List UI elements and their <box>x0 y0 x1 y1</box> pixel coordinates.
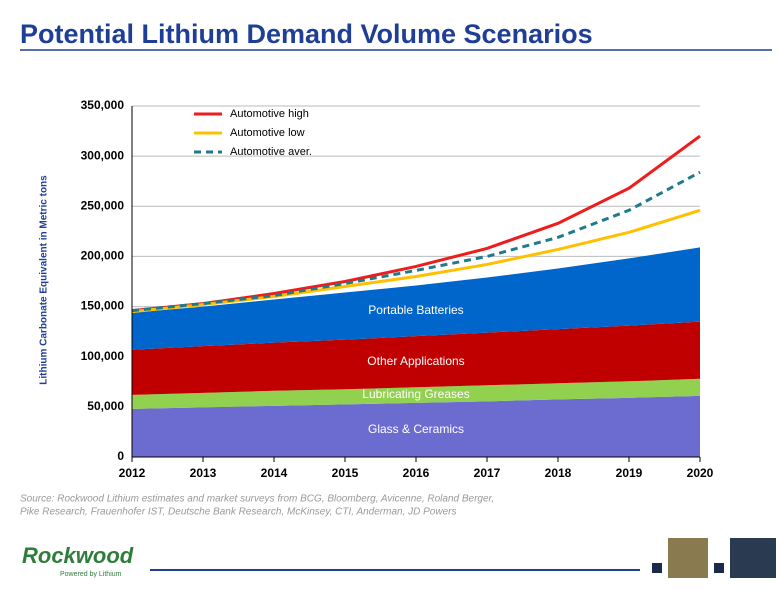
y-tick-label: 350,000 <box>81 98 125 112</box>
y-tick-label: 250,000 <box>81 198 125 212</box>
source-line: Source: Rockwood Lithium estimates and m… <box>20 494 494 505</box>
stacked-area <box>132 247 700 350</box>
x-tick-label: 2020 <box>687 466 714 480</box>
slide-title: Potential Lithium Demand Volume Scenario… <box>20 19 593 49</box>
x-tick-label: 2019 <box>616 466 643 480</box>
x-tick-label: 2012 <box>119 466 146 480</box>
area-label: Other Applications <box>367 354 464 368</box>
x-tick-label: 2018 <box>545 466 572 480</box>
area-label: Glass & Ceramics <box>368 422 464 436</box>
x-tick-label: 2017 <box>474 466 501 480</box>
x-tick-label: 2016 <box>403 466 430 480</box>
x-tick-label: 2013 <box>190 466 217 480</box>
logo-tagline: Powered by Lithium <box>60 571 122 578</box>
area-label: Portable Batteries <box>368 303 463 317</box>
y-tick-label: 100,000 <box>81 349 125 363</box>
area-label: Lubricating Greases <box>362 387 469 401</box>
logo-name: Rockwood <box>22 543 134 568</box>
footer-image <box>668 538 708 578</box>
source-line: Pike Research, Frauenhofer IST, Deutsche… <box>20 507 456 518</box>
legend-label: Automotive high <box>230 108 309 120</box>
y-axis-label: Lithium Carbonate Equivalent in Metric t… <box>39 175 50 385</box>
y-tick-label: 150,000 <box>81 299 125 313</box>
y-tick-label: 200,000 <box>81 249 125 263</box>
footer-square <box>652 563 662 573</box>
stacked-area <box>132 321 700 395</box>
legend-label: Automotive aver. <box>230 146 312 158</box>
line-series <box>131 170 701 313</box>
y-tick-label: 0 <box>117 449 124 463</box>
line-series <box>131 208 701 314</box>
x-tick-label: 2014 <box>261 466 288 480</box>
line-series <box>131 134 701 313</box>
footer-square <box>714 563 724 573</box>
x-tick-label: 2015 <box>332 466 359 480</box>
y-tick-label: 300,000 <box>81 148 125 162</box>
stacked-area <box>132 395 700 457</box>
legend-label: Automotive low <box>230 127 305 139</box>
y-tick-label: 50,000 <box>87 399 124 413</box>
footer-image <box>730 538 776 578</box>
stacked-area <box>132 378 700 409</box>
